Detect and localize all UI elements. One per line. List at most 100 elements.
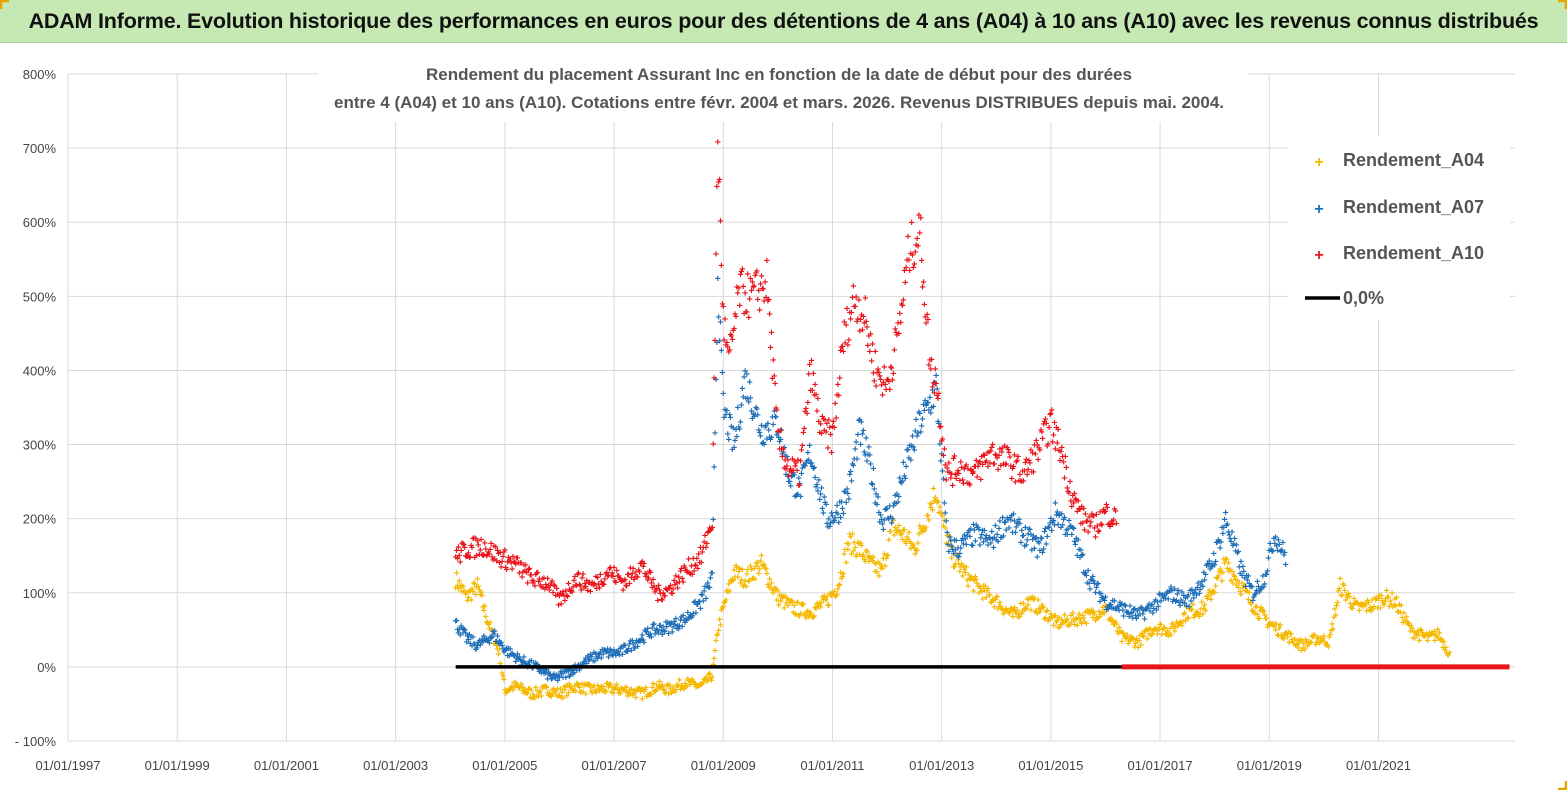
point-rendement_a07: + (644, 627, 650, 638)
point-rendement_a04: + (701, 675, 707, 686)
series-rendement_a10: ++++++++++++++++++++++++++++++++++++++++… (453, 137, 1120, 611)
point-rendement_a10: + (837, 373, 843, 384)
point-rendement_a07: + (745, 394, 751, 405)
point-rendement_a04: + (1048, 609, 1054, 620)
point-rendement_a10: + (515, 553, 521, 564)
point-rendement_a04: + (1261, 606, 1267, 617)
point-rendement_a07: + (1197, 584, 1203, 595)
point-rendement_a04: + (1224, 563, 1230, 574)
point-rendement_a10: + (589, 577, 595, 588)
point-rendement_a07: + (454, 625, 460, 636)
point-rendement_a07: + (599, 644, 605, 655)
point-rendement_a07: + (793, 491, 799, 502)
point-rendement_a07: + (748, 406, 754, 417)
point-rendement_a07: + (606, 648, 612, 659)
point-rendement_a07: + (1083, 570, 1089, 581)
point-rendement_a07: + (1193, 585, 1199, 596)
point-rendement_a07: + (671, 616, 677, 627)
point-rendement_a10: + (615, 571, 621, 582)
point-rendement_a07: + (945, 540, 951, 551)
point-rendement_a07: + (827, 521, 833, 532)
point-rendement_a04: + (1319, 636, 1325, 647)
point-rendement_a07: + (1170, 596, 1176, 607)
point-rendement_a04: + (598, 682, 604, 693)
point-rendement_a04: + (486, 624, 492, 635)
point-rendement_a07: + (565, 665, 571, 676)
point-rendement_a07: + (943, 516, 949, 527)
point-rendement_a04: + (599, 686, 605, 697)
point-rendement_a10: + (571, 575, 577, 586)
point-rendement_a07: + (1261, 582, 1267, 593)
point-rendement_a07: + (499, 641, 505, 652)
point-rendement_a04: + (1047, 613, 1053, 624)
point-rendement_a07: + (1257, 585, 1263, 596)
point-rendement_a10: + (516, 568, 522, 579)
point-rendement_a04: + (758, 556, 764, 567)
point-rendement_a07: + (1201, 567, 1207, 578)
point-rendement_a07: + (506, 651, 512, 662)
point-rendement_a07: + (1274, 541, 1280, 552)
point-rendement_a04: + (1236, 578, 1242, 589)
point-rendement_a07: + (550, 670, 556, 681)
point-rendement_a07: + (1244, 570, 1250, 581)
point-rendement_a07: + (740, 392, 746, 403)
point-rendement_a10: + (467, 552, 473, 563)
point-rendement_a07: + (1204, 559, 1210, 570)
point-rendement_a07: + (958, 543, 964, 554)
point-rendement_a04: + (1032, 607, 1038, 618)
point-rendement_a07: + (1131, 605, 1137, 616)
point-rendement_a07: + (464, 637, 470, 648)
point-rendement_a04: + (740, 582, 746, 593)
point-rendement_a07: + (890, 501, 896, 512)
point-rendement_a07: + (595, 654, 601, 665)
point-rendement_a04: + (803, 613, 809, 624)
point-rendement_a07: + (812, 472, 818, 483)
point-rendement_a10: + (731, 324, 737, 335)
point-rendement_a04: + (1062, 617, 1068, 628)
x-tick-label: 01/01/1997 (35, 758, 100, 773)
point-rendement_a04: + (1206, 585, 1212, 596)
point-rendement_a04: + (1179, 620, 1185, 631)
point-rendement_a07: + (780, 447, 786, 458)
point-rendement_a04: + (1132, 639, 1138, 650)
point-rendement_a04: + (1052, 611, 1058, 622)
point-rendement_a07: + (865, 449, 871, 460)
point-rendement_a10: + (549, 576, 555, 587)
point-rendement_a07: + (883, 504, 889, 515)
point-rendement_a10: + (932, 364, 938, 375)
point-rendement_a04: + (603, 686, 609, 697)
point-rendement_a07: + (922, 395, 928, 406)
point-rendement_a04: + (752, 574, 758, 585)
point-rendement_a10: + (497, 547, 503, 558)
point-rendement_a04: + (506, 684, 512, 695)
point-rendement_a07: + (503, 645, 509, 656)
point-rendement_a07: + (533, 658, 539, 669)
point-rendement_a04: + (633, 692, 639, 703)
point-rendement_a04: + (1228, 576, 1234, 587)
point-rendement_a04: + (779, 593, 785, 604)
point-rendement_a07: + (959, 535, 965, 546)
point-rendement_a07: + (996, 523, 1002, 534)
point-rendement_a07: + (821, 492, 827, 503)
point-rendement_a10: + (626, 569, 632, 580)
point-rendement_a07: + (1154, 597, 1160, 608)
point-rendement_a04: + (1282, 630, 1288, 641)
point-rendement_a04: + (1100, 603, 1106, 614)
point-rendement_a07: + (976, 524, 982, 535)
point-rendement_a07: + (713, 375, 719, 386)
point-rendement_a07: + (819, 503, 825, 514)
point-rendement_a07: + (706, 583, 712, 594)
point-rendement_a10: + (551, 580, 557, 591)
point-rendement_a07: + (880, 524, 886, 535)
point-rendement_a07: + (809, 458, 815, 469)
point-rendement_a07: + (1167, 586, 1173, 597)
point-rendement_a07: + (828, 518, 834, 529)
point-rendement_a04: + (781, 603, 787, 614)
point-rendement_a04: + (1284, 632, 1290, 643)
point-rendement_a04: + (747, 575, 753, 586)
point-rendement_a04: + (1411, 627, 1417, 638)
point-rendement_a10: + (917, 228, 923, 239)
point-rendement_a07: + (1087, 584, 1093, 595)
point-rendement_a07: + (754, 404, 760, 415)
point-rendement_a10: + (616, 573, 622, 584)
